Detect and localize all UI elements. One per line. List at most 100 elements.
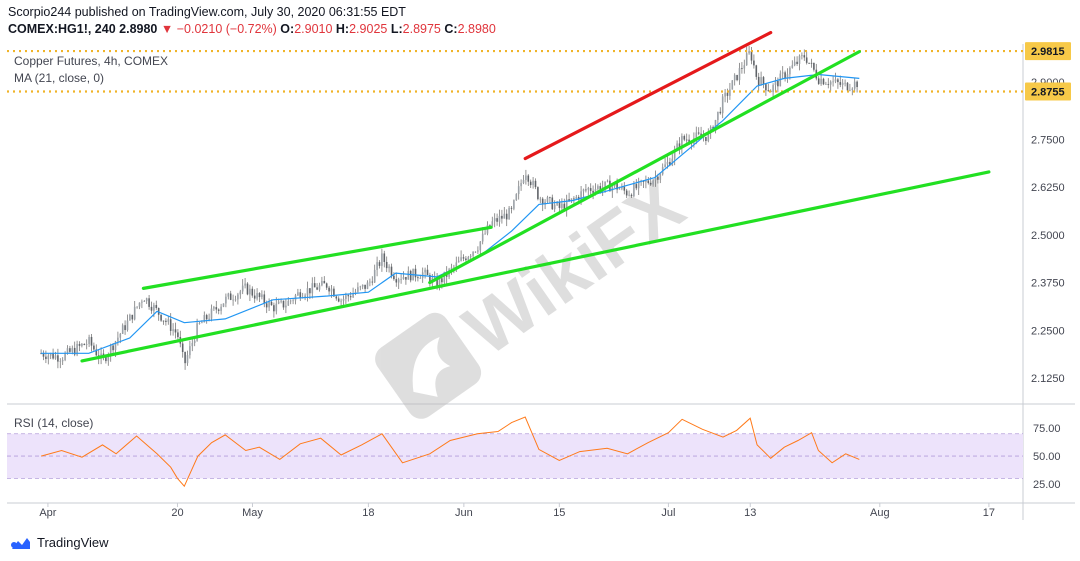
candle-body bbox=[717, 111, 719, 121]
candle-body bbox=[465, 258, 467, 261]
resistance-trendline bbox=[523, 30, 773, 161]
candle-body bbox=[388, 266, 390, 269]
candle-body bbox=[714, 120, 717, 132]
candle-body bbox=[474, 251, 477, 253]
candle-body bbox=[340, 300, 342, 302]
change-arrow-icon: ▼ bbox=[160, 22, 174, 36]
candle-body bbox=[155, 305, 158, 308]
candle-body bbox=[508, 207, 510, 220]
symbol-label[interactable]: COMEX:HG1!, 240 bbox=[8, 22, 116, 36]
candle-body bbox=[808, 62, 810, 64]
candle-body bbox=[604, 181, 606, 188]
candle-body bbox=[342, 298, 345, 301]
candle-body bbox=[810, 62, 813, 64]
time-tick-label: Jun bbox=[455, 507, 473, 519]
candle-body bbox=[798, 55, 801, 64]
price-tick-label: 2.5000 bbox=[1031, 230, 1065, 242]
candle-body bbox=[513, 200, 515, 209]
candle-body bbox=[304, 295, 306, 298]
candle-body bbox=[649, 182, 652, 185]
candle-body bbox=[352, 293, 354, 298]
candle-body bbox=[745, 53, 748, 66]
candle-body bbox=[378, 262, 381, 266]
candle-body bbox=[851, 88, 854, 90]
publisher-line: Scorpio244 published on TradingView.com,… bbox=[8, 5, 406, 19]
candle-body bbox=[522, 179, 525, 184]
candle-body bbox=[762, 77, 765, 85]
candle-body bbox=[105, 356, 107, 362]
time-tick-label: 17 bbox=[983, 507, 995, 519]
candle-body bbox=[537, 187, 539, 200]
price-change: −0.0210 (−0.72%) bbox=[176, 22, 277, 36]
candle-body bbox=[549, 197, 551, 199]
time-tick-label: 20 bbox=[171, 507, 183, 519]
candle-body bbox=[457, 260, 460, 263]
candle-body bbox=[827, 84, 830, 85]
candle-body bbox=[280, 300, 282, 302]
candle-body bbox=[162, 320, 165, 322]
candle-body bbox=[292, 300, 294, 302]
candle-body bbox=[565, 199, 568, 211]
candle-body bbox=[570, 198, 573, 201]
candle-body bbox=[73, 347, 76, 355]
candle-body bbox=[678, 143, 681, 149]
symbol-quote-line: COMEX:HG1!, 240 2.8980 ▼ −0.0210 (−0.72%… bbox=[8, 22, 496, 36]
candle-body bbox=[253, 295, 256, 299]
candle-body bbox=[143, 301, 146, 302]
candle-body bbox=[791, 65, 794, 68]
candle-body bbox=[184, 351, 186, 364]
tradingview-logo[interactable]: TradingView bbox=[8, 535, 109, 550]
candle-body bbox=[597, 186, 599, 189]
candle-body bbox=[750, 50, 753, 61]
candle-body bbox=[498, 215, 501, 222]
candle-body bbox=[618, 188, 621, 190]
candle-body bbox=[829, 81, 832, 85]
candle-body bbox=[201, 322, 203, 324]
candle-body bbox=[71, 347, 74, 352]
candle-body bbox=[587, 188, 590, 190]
candle-body bbox=[673, 149, 676, 159]
close-label: C: bbox=[444, 22, 458, 36]
candle-body bbox=[376, 262, 378, 270]
candle-body bbox=[462, 257, 465, 259]
candle-body bbox=[299, 292, 302, 298]
candle-body bbox=[354, 291, 357, 294]
candle-body bbox=[839, 82, 842, 85]
candle-body bbox=[443, 271, 446, 283]
candle-body bbox=[217, 309, 220, 311]
candle-body bbox=[721, 96, 724, 114]
time-tick-label: Aug bbox=[870, 507, 890, 519]
candle-body bbox=[316, 287, 318, 290]
candle-body bbox=[78, 343, 81, 346]
support-trendline bbox=[80, 170, 991, 363]
candle-body bbox=[407, 270, 410, 280]
candle-body bbox=[472, 251, 474, 256]
candle-body bbox=[793, 61, 796, 66]
candle-body bbox=[801, 55, 803, 56]
candle-body bbox=[558, 202, 561, 208]
open-label: O: bbox=[280, 22, 295, 36]
candle-body bbox=[772, 85, 774, 93]
candle-body bbox=[181, 343, 184, 352]
candle-body bbox=[671, 158, 674, 166]
candle-body bbox=[220, 306, 222, 311]
candle-body bbox=[203, 315, 206, 323]
candle-body bbox=[119, 333, 122, 338]
candle-body bbox=[61, 360, 64, 362]
candle-body bbox=[311, 283, 314, 294]
candle-body bbox=[237, 294, 239, 300]
candle-body bbox=[426, 269, 429, 276]
candle-body bbox=[467, 257, 470, 261]
candle-body bbox=[395, 279, 398, 283]
candle-body bbox=[114, 341, 117, 351]
candle-body bbox=[592, 190, 594, 193]
candle-body bbox=[54, 355, 57, 359]
candle-body bbox=[441, 278, 443, 283]
price-tick-label: 2.3750 bbox=[1031, 278, 1065, 290]
candle-body bbox=[731, 80, 734, 90]
candle-body bbox=[345, 295, 347, 299]
candle-body bbox=[121, 325, 124, 334]
candle-body bbox=[419, 278, 422, 279]
candle-body bbox=[813, 62, 815, 70]
